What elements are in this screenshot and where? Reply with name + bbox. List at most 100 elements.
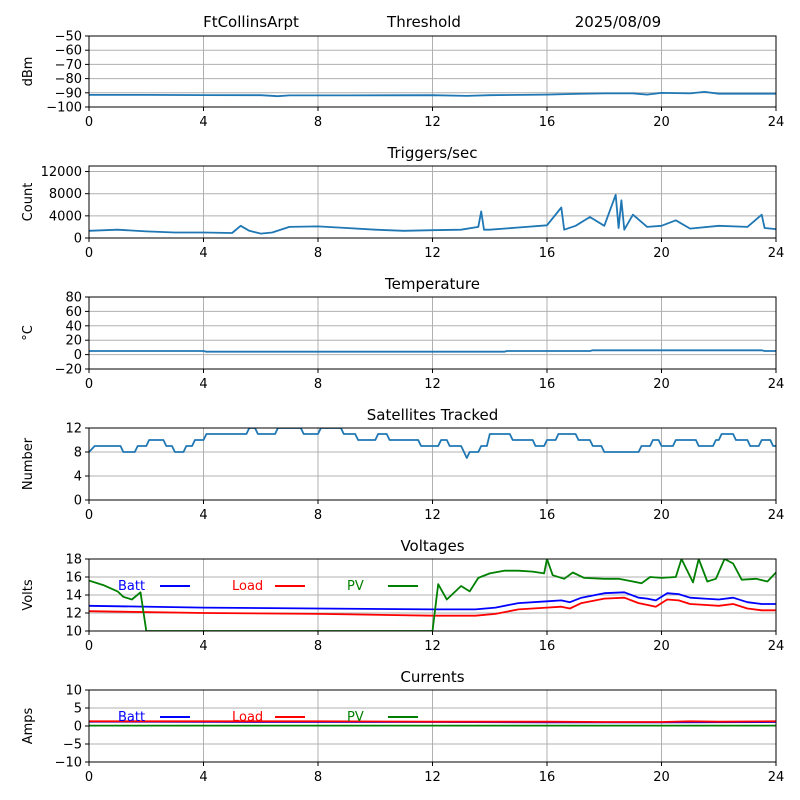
x-tick-label: 12: [424, 508, 441, 523]
x-tick-label: 0: [85, 377, 93, 392]
y-tick-label: −50: [55, 30, 82, 45]
x-tick-label: 12: [424, 115, 441, 130]
x-tick-label: 16: [539, 246, 556, 261]
x-tick-label: 20: [653, 508, 670, 523]
series-load-line: [89, 720, 776, 723]
x-tick-label: 24: [768, 770, 785, 785]
axes-frame: [88, 296, 777, 370]
y-tick-label: 10: [65, 625, 82, 640]
axes-frame: [88, 427, 777, 501]
x-tick-label: 24: [768, 508, 785, 523]
y-axis-label: Volts: [21, 579, 36, 611]
y-axis-label: dBm: [21, 57, 36, 87]
x-tick-label: 8: [314, 377, 322, 392]
y-tick-label: 80: [65, 291, 82, 306]
y-axis-label: Count: [21, 183, 36, 222]
x-tick-label: 16: [539, 508, 556, 523]
y-tick-label: −90: [55, 86, 82, 101]
axes-frame: [88, 689, 777, 763]
x-tick-label: 4: [199, 246, 207, 261]
y-tick-label: 40: [65, 319, 82, 334]
x-tick-label: 0: [85, 508, 93, 523]
x-tick-label: 12: [424, 770, 441, 785]
series-line: [89, 91, 776, 98]
x-tick-label: 20: [653, 115, 670, 130]
axes-frame: [88, 165, 777, 239]
panel-title: Triggers/sec: [387, 144, 478, 162]
series-batt-line: [89, 591, 776, 611]
header-mode: Threshold: [386, 13, 461, 31]
header-date: 2025/08/09: [575, 13, 661, 31]
legend-label-load: Load: [232, 579, 263, 594]
x-tick-label: 8: [314, 770, 322, 785]
axes-frame: [88, 558, 777, 632]
x-tick-label: 12: [424, 246, 441, 261]
x-tick-label: 16: [539, 639, 556, 654]
y-tick-label: 0: [74, 494, 82, 509]
y-tick-label: 8000: [49, 187, 82, 202]
x-tick-label: 24: [768, 639, 785, 654]
x-tick-label: 8: [314, 246, 322, 261]
y-tick-label: 12: [65, 607, 82, 622]
legend-label-batt: Batt: [118, 579, 145, 594]
panel-1: 0 4 8 12 16 20 24 −50−60−70−80−90−100 dBm: [21, 30, 784, 131]
panel-4: 0 4 8 12 16 20 24 0 4 8 12 Satellites Tracked Number: [21, 406, 784, 523]
y-axis-label: Amps: [21, 707, 36, 744]
legend-label-pv: PV: [347, 579, 364, 594]
x-tick-label: 8: [314, 508, 322, 523]
legend-label-load: Load: [232, 710, 263, 725]
x-tick-label: 12: [424, 377, 441, 392]
y-axis-label: Number: [21, 437, 36, 490]
x-tick-label: 4: [199, 377, 207, 392]
y-tick-label: 0: [74, 232, 82, 247]
x-tick-label: 24: [768, 377, 785, 392]
y-tick-label: −60: [55, 44, 82, 59]
y-tick-label: 4000: [49, 209, 82, 224]
x-tick-label: 16: [539, 115, 556, 130]
header-station: FtCollinsArpt: [203, 13, 299, 31]
x-tick-label: 16: [539, 377, 556, 392]
series-load-line: [89, 596, 776, 617]
y-tick-label: 14: [65, 589, 82, 604]
x-tick-label: 12: [424, 639, 441, 654]
y-tick-label: 20: [65, 334, 82, 349]
y-tick-label: −20: [55, 363, 82, 378]
y-tick-label: −70: [55, 58, 82, 73]
y-axis-label: °C: [21, 325, 36, 341]
y-tick-label: 12000: [41, 165, 82, 180]
panel-6: 0 4 8 12 16 20 24 −10 −5 0 5 10 Currents Amps Batt Load…: [21, 668, 784, 785]
y-tick-label: 10: [65, 684, 82, 699]
y-tick-label: −80: [55, 72, 82, 87]
panel-title: Satellites Tracked: [367, 406, 498, 424]
x-tick-label: 0: [85, 246, 93, 261]
y-tick-label: 12: [65, 422, 82, 437]
axes-frame: [88, 35, 777, 108]
y-tick-label: −10: [55, 756, 82, 771]
x-tick-label: 0: [85, 115, 93, 130]
panel-5: 0 4 8 12 16 20 24 10 12 14 16 18 Voltages Volts Batt Lo…: [21, 537, 784, 654]
x-tick-label: 4: [199, 770, 207, 785]
y-tick-label: 18: [65, 553, 82, 568]
y-tick-label: 16: [65, 571, 82, 586]
series-pv-line: [89, 559, 776, 631]
y-tick-label: −100: [46, 101, 82, 116]
x-tick-label: 0: [85, 770, 93, 785]
panel-title: Voltages: [400, 537, 464, 555]
x-tick-label: 8: [314, 639, 322, 654]
y-tick-label: −5: [63, 738, 82, 753]
y-tick-label: 4: [74, 470, 82, 485]
panel-2: 0 4 8 12 16 20 24 0 4000 8000 12000 Triggers/sec Cou…: [21, 144, 784, 261]
panel-title: Currents: [400, 668, 464, 686]
y-tick-label: 60: [65, 305, 82, 320]
y-tick-label: 0: [74, 720, 82, 735]
panel-title: Temperature: [384, 275, 480, 293]
x-tick-label: 20: [653, 770, 670, 785]
x-tick-label: 0: [85, 639, 93, 654]
y-tick-label: 0: [74, 348, 82, 363]
x-tick-label: 4: [199, 639, 207, 654]
x-tick-label: 20: [653, 377, 670, 392]
y-tick-label: 8: [74, 446, 82, 461]
